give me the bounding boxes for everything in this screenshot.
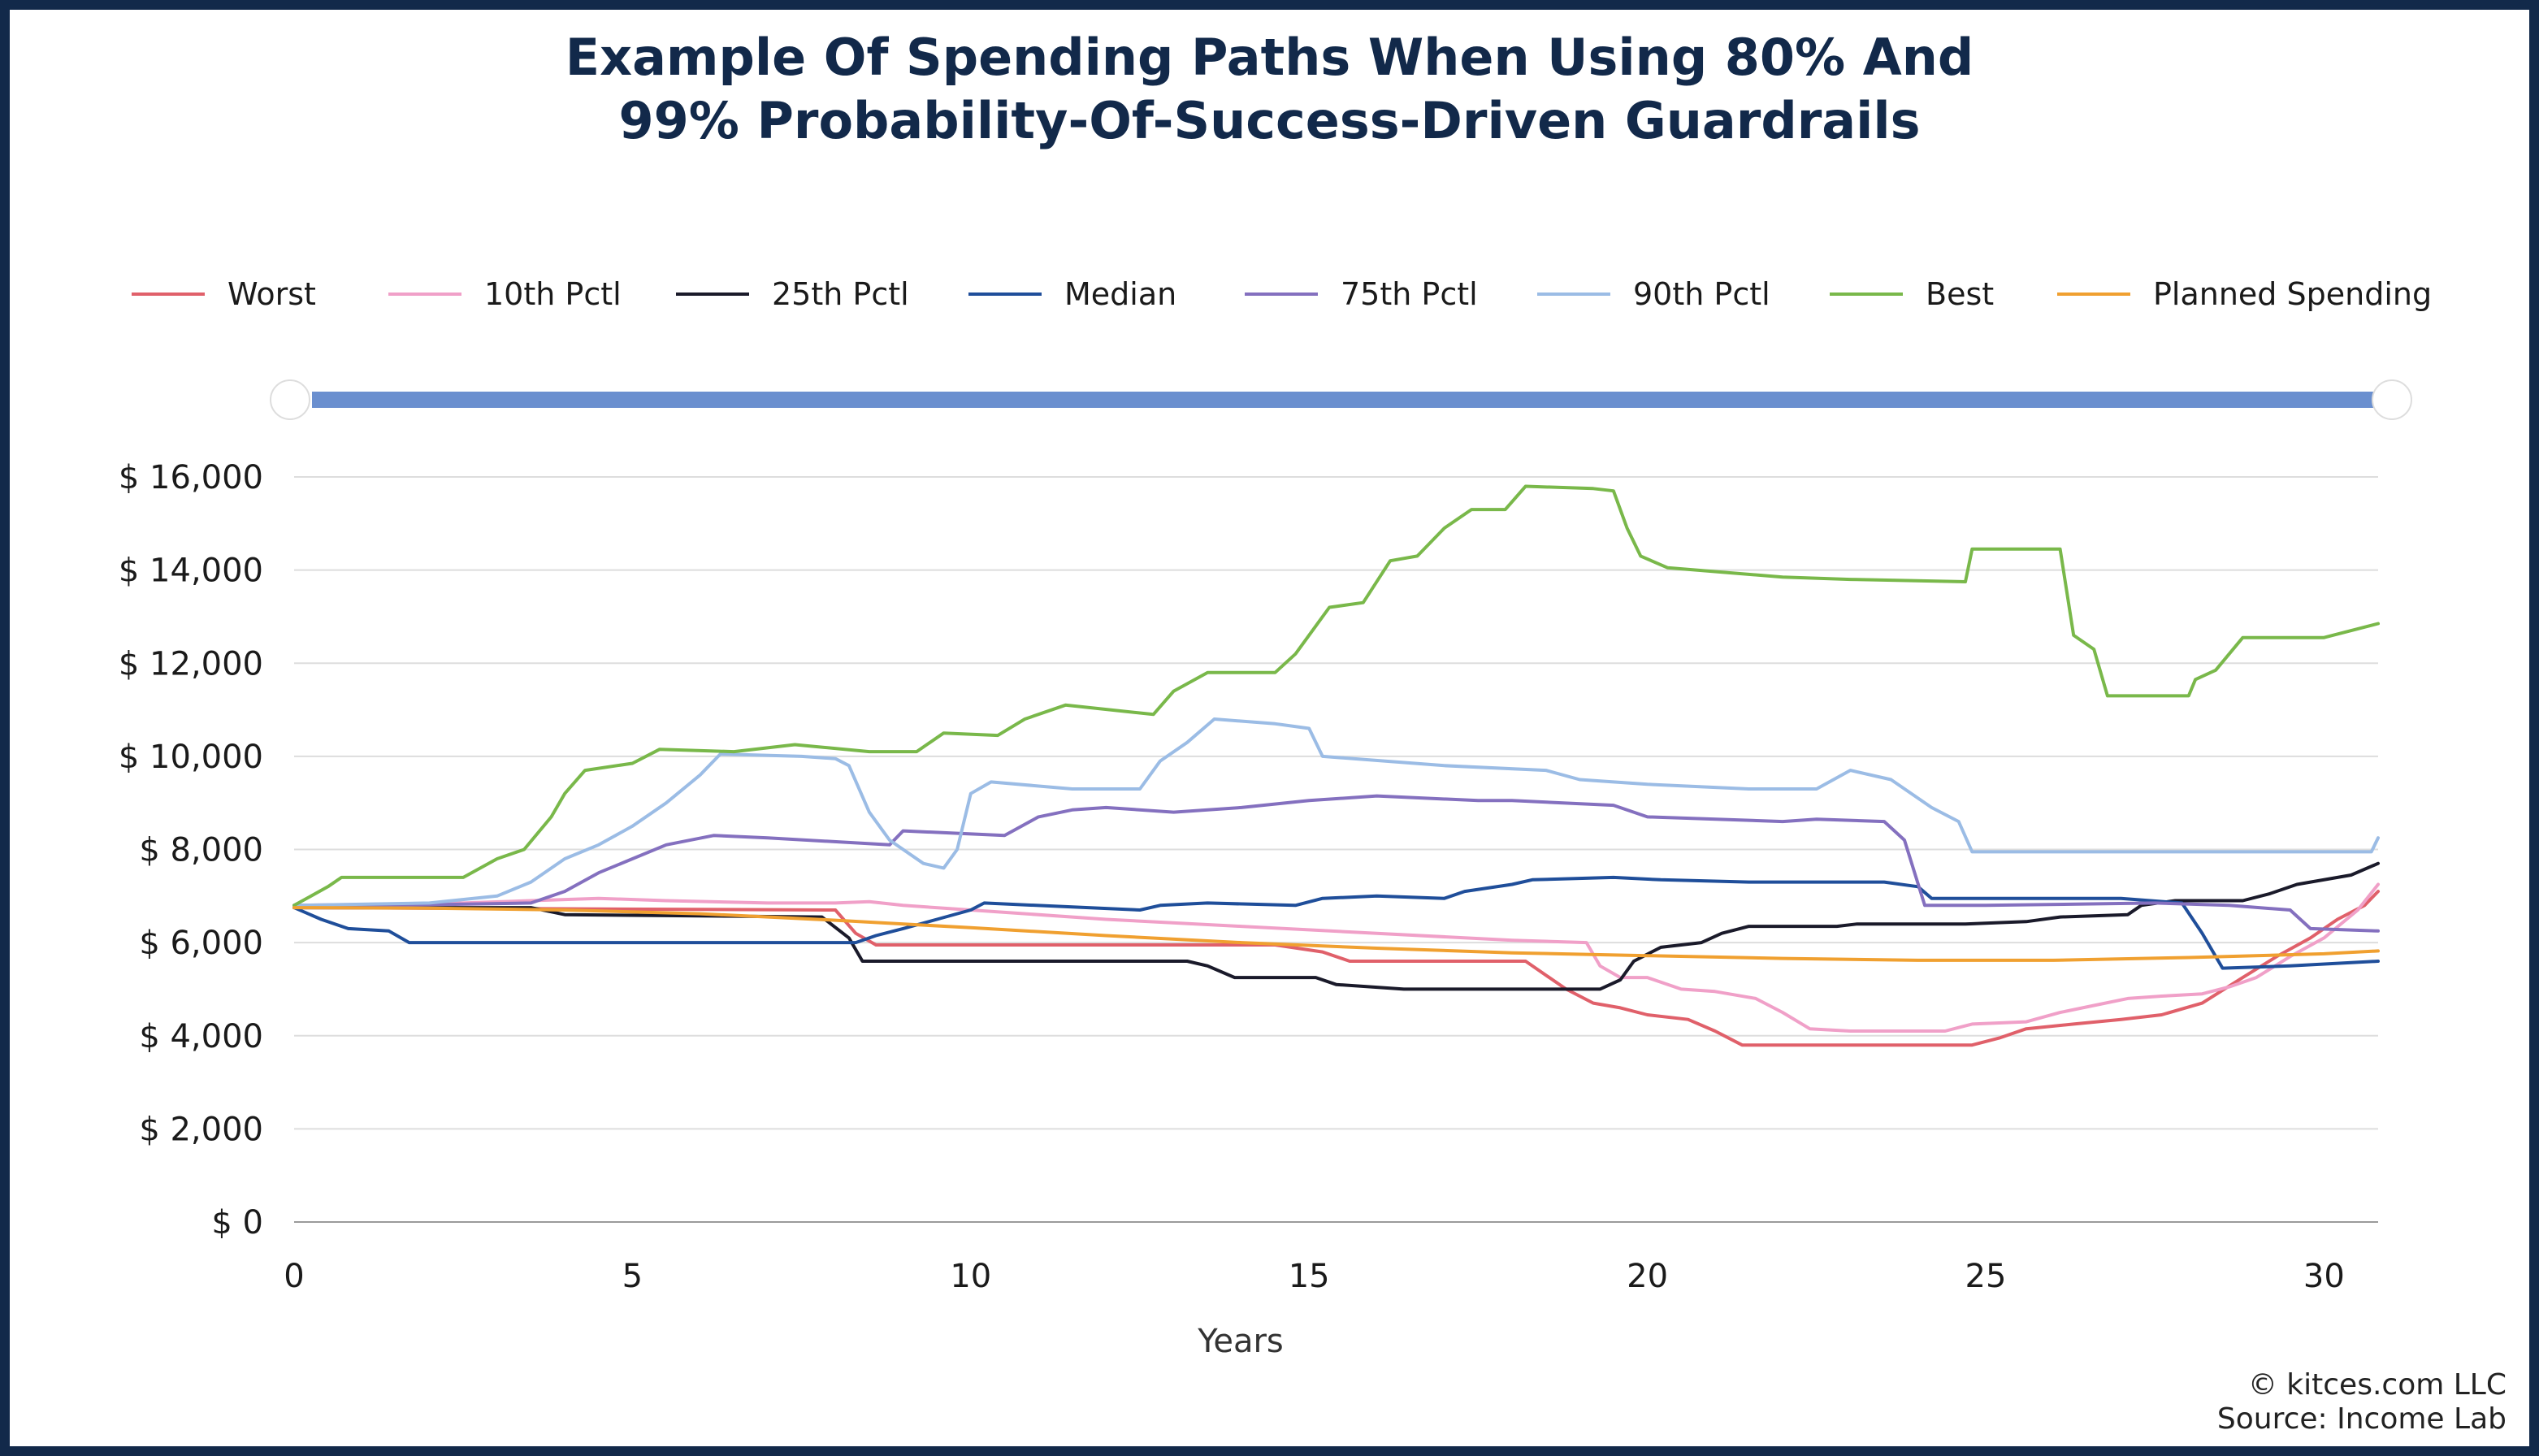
range-slider-left-handle <box>270 379 310 420</box>
series-line-75th-pctl <box>292 794 2380 933</box>
range-slider-right-handle <box>2372 379 2412 420</box>
y-tick-label-7: $ 14,000 <box>119 552 263 590</box>
legend-label-6: Best <box>1926 276 1994 312</box>
x-tick-label-5: 25 <box>1965 1258 2007 1295</box>
y-tick-label-4: $ 8,000 <box>139 832 263 869</box>
line-chart: Worst 10th Pctl 25th Pctl Median 75th Pctl 90… <box>119 276 2432 1360</box>
x-tick-label-6: 30 <box>2303 1258 2345 1295</box>
source-credit: Source: Income Lab <box>2216 1402 2507 1436</box>
y-tick-label-2: $ 4,000 <box>139 1018 263 1055</box>
chart-title-line-1: Example Of Spending Paths When Using 80%… <box>565 28 1974 87</box>
series-line-10th-pctl <box>292 882 2380 1033</box>
x-tick-label-2: 10 <box>950 1258 991 1295</box>
legend-label-4: 75th Pctl <box>1341 276 1478 312</box>
y-tick-label-0: $ 0 <box>211 1204 263 1242</box>
legend-label-2: 25th Pctl <box>772 276 909 312</box>
legend-label-1: 10th Pctl <box>484 276 622 312</box>
legend-label-3: Median <box>1064 276 1176 312</box>
legend-label-5: 90th Pctl <box>1633 276 1770 312</box>
x-tick-label-0: 0 <box>284 1258 304 1295</box>
legend-label-0: Worst <box>227 276 316 312</box>
series-line-90th-pctl <box>292 717 2380 908</box>
series-line-median <box>292 875 2380 970</box>
copyright-credit: © kitces.com LLC <box>2247 1368 2507 1402</box>
x-tick-label-1: 5 <box>622 1258 643 1295</box>
chart-title-line-2: 99% Probability-Of-Success-Driven Guardr… <box>618 91 1921 150</box>
y-tick-label-1: $ 2,000 <box>139 1111 263 1148</box>
x-axis-label: Years <box>1197 1323 1284 1360</box>
series-line-best <box>292 484 2380 908</box>
y-tick-label-3: $ 6,000 <box>139 925 263 962</box>
y-tick-label-5: $ 10,000 <box>119 739 263 776</box>
series-line-planned-spending <box>292 906 2380 962</box>
range-slider-bar <box>312 392 2382 408</box>
x-tick-label-3: 15 <box>1289 1258 1330 1295</box>
y-tick-label-6: $ 12,000 <box>119 645 263 682</box>
x-tick-label-4: 20 <box>1627 1258 1668 1295</box>
chart-frame: Example Of Spending Paths When Using 80%… <box>10 10 2529 1446</box>
series-line-25th-pctl <box>292 861 2380 991</box>
legend-label-7: Planned Spending <box>2153 276 2432 312</box>
y-tick-label-8: $ 16,000 <box>119 459 263 496</box>
